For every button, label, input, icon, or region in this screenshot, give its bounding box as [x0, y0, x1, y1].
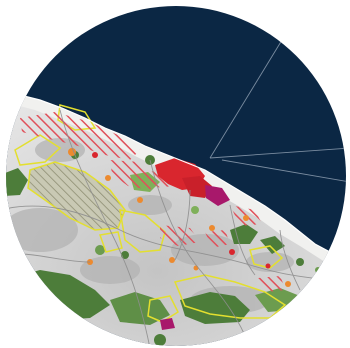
- roads-layer: [6, 109, 346, 346]
- sea-boundary-lines: [209, 39, 346, 183]
- coastal-strip: [6, 92, 346, 272]
- coastline: [6, 91, 346, 261]
- urban-layer: [92, 152, 271, 330]
- red-hatch-layer: [20, 112, 286, 292]
